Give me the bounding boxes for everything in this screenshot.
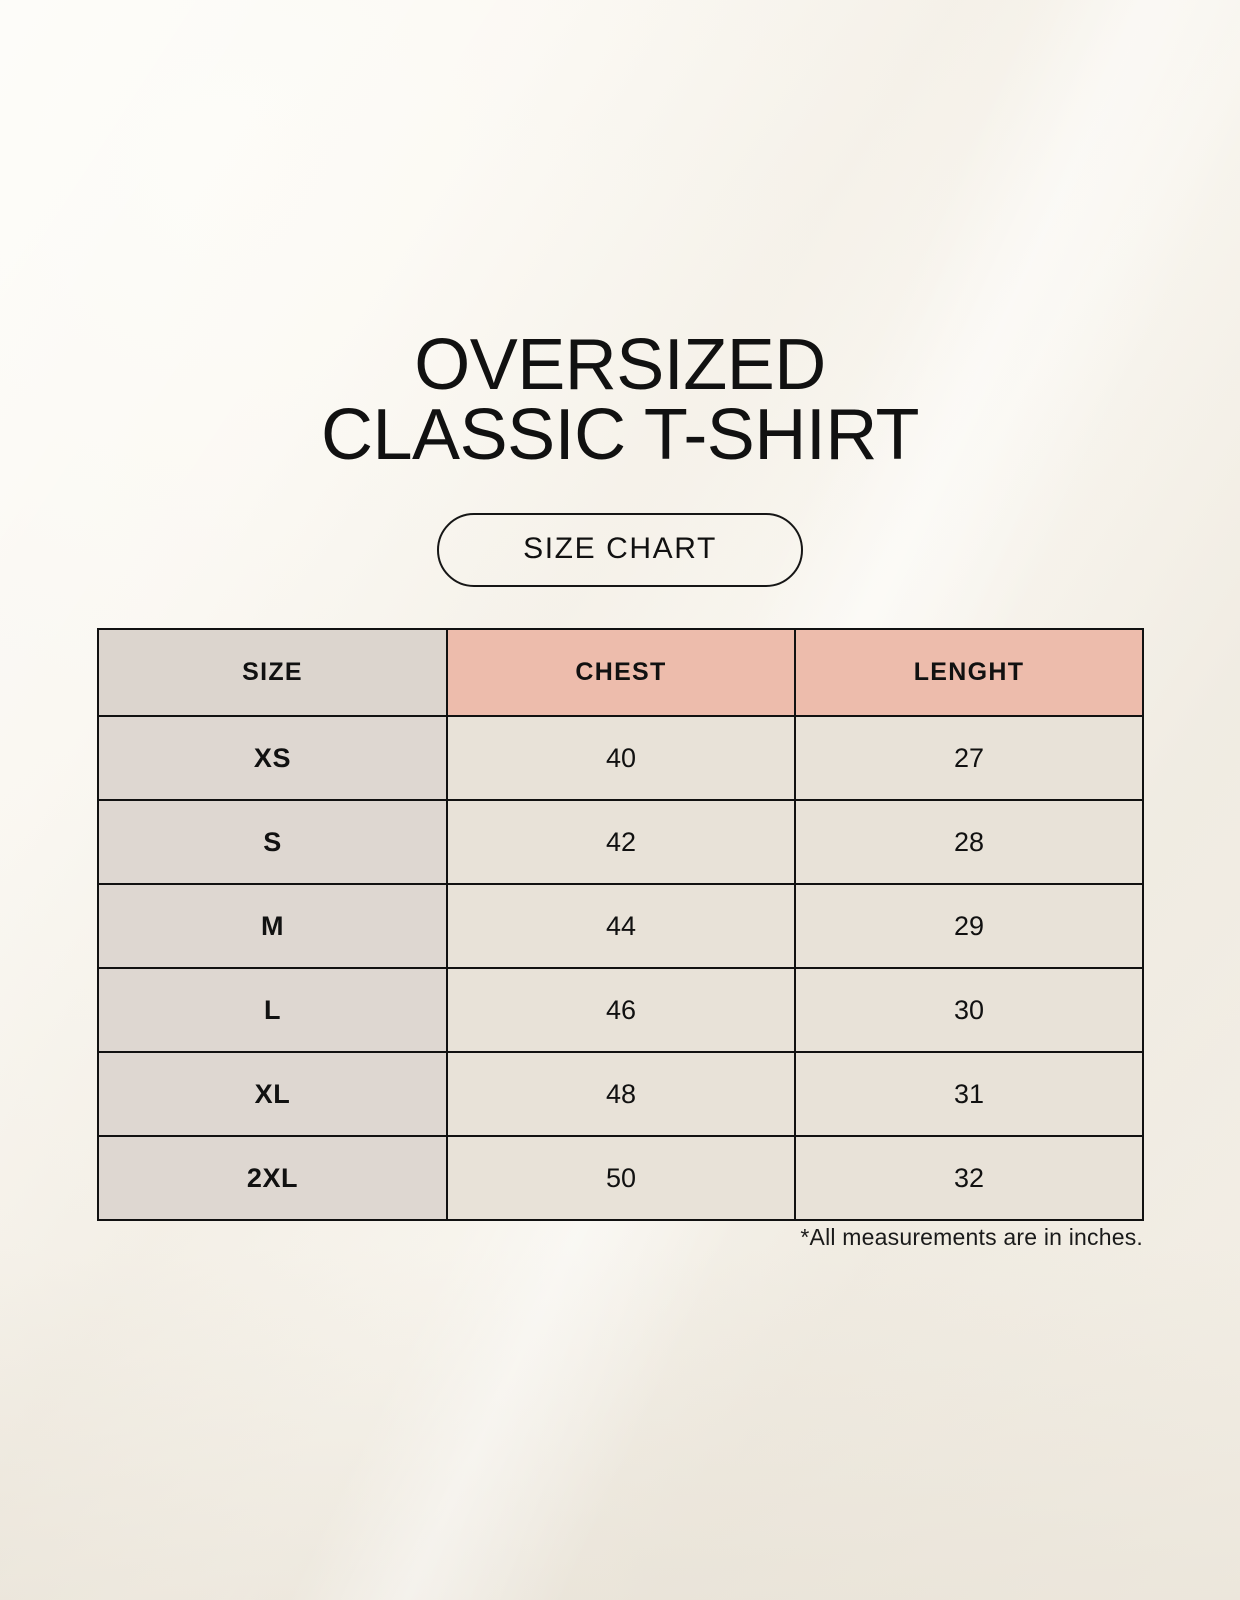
column-header-length: LENGHT <box>794 628 1144 717</box>
title-line-2: CLASSIC T-SHIRT <box>321 395 920 475</box>
cell-size: 2XL <box>97 1135 448 1221</box>
title-line-1: OVERSIZED <box>414 325 826 405</box>
cell-chest: 46 <box>446 967 796 1053</box>
table-body: XS 40 27 S 42 28 M 44 29 L 46 30 XL 48 <box>97 715 1144 1221</box>
cell-length: 27 <box>794 715 1144 801</box>
cell-length: 30 <box>794 967 1144 1053</box>
table-row: 2XL 50 32 <box>97 1135 1144 1221</box>
column-header-size: SIZE <box>97 628 448 717</box>
page-title: OVERSIZED CLASSIC T-SHIRT <box>0 325 1240 475</box>
table-header-row: SIZE CHEST LENGHT <box>97 628 1144 717</box>
table-row: XL 48 31 <box>97 1051 1144 1137</box>
cell-size: S <box>97 799 448 885</box>
cell-length: 32 <box>794 1135 1144 1221</box>
cell-chest: 42 <box>446 799 796 885</box>
cell-chest: 48 <box>446 1051 796 1137</box>
size-chart-badge-wrap: SIZE CHART <box>0 513 1240 587</box>
cell-chest: 44 <box>446 883 796 969</box>
cell-chest: 40 <box>446 715 796 801</box>
size-chart-table: SIZE CHEST LENGHT XS 40 27 S 42 28 M 44 … <box>97 628 1144 1221</box>
table-row: XS 40 27 <box>97 715 1144 801</box>
cell-length: 31 <box>794 1051 1144 1137</box>
column-header-chest: CHEST <box>446 628 796 717</box>
cell-chest: 50 <box>446 1135 796 1221</box>
cell-length: 29 <box>794 883 1144 969</box>
cell-size: XL <box>97 1051 448 1137</box>
table-row: L 46 30 <box>97 967 1144 1053</box>
cell-size: L <box>97 967 448 1053</box>
cell-size: XS <box>97 715 448 801</box>
measurements-footnote: *All measurements are in inches. <box>800 1224 1143 1250</box>
size-chart-badge: SIZE CHART <box>437 513 803 587</box>
table-header: SIZE CHEST LENGHT <box>97 628 1144 717</box>
cell-size: M <box>97 883 448 969</box>
table-row: S 42 28 <box>97 799 1144 885</box>
table-row: M 44 29 <box>97 883 1144 969</box>
cell-length: 28 <box>794 799 1144 885</box>
